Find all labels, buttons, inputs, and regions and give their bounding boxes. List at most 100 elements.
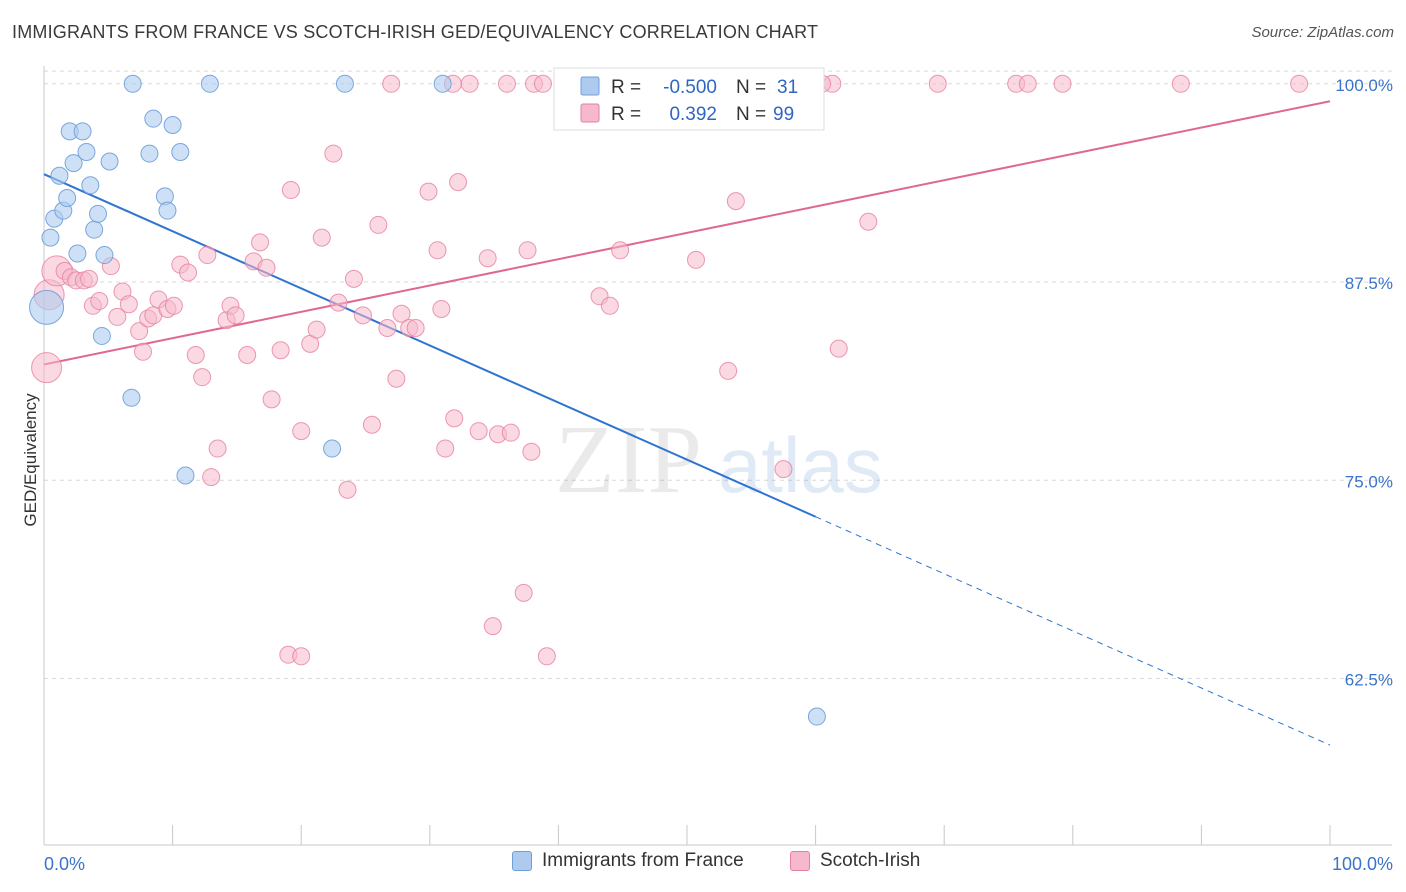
- stats-n-label-blue: N =: [736, 77, 766, 98]
- scotch-irish-point: [202, 468, 221, 487]
- immigrants-from-france-point: [81, 176, 100, 195]
- scotch-irish-point: [292, 422, 311, 441]
- immigrants-from-france-point: [335, 74, 354, 93]
- scotch-irish-point: [307, 320, 326, 339]
- trend-line-immigrants-from-france: [43, 173, 817, 518]
- scotch-irish-point: [460, 74, 479, 93]
- tick-labels: 62.5% 75.0% 87.5% 100.0% 0.0% 100.0%: [44, 76, 1393, 874]
- stats-legend: R = -0.500 N = 31 R = 0.392 N = 99: [553, 67, 825, 131]
- immigrants-from-france-point: [50, 166, 69, 185]
- scotch-irish-point: [353, 306, 372, 325]
- immigrants-from-france-point: [323, 439, 342, 458]
- watermark: ZIP atlas: [555, 406, 883, 514]
- x-tick-label: 0.0%: [44, 854, 85, 874]
- scotch-irish-point: [378, 319, 397, 338]
- bottom-legend: Immigrants from France Scotch-Irish: [0, 850, 1406, 880]
- immigrants-from-france-point: [140, 144, 159, 163]
- scotch-irish-point: [186, 345, 205, 364]
- immigrants-from-france-point: [68, 244, 87, 263]
- scotch-irish-point: [208, 439, 227, 458]
- scotch-irish-point: [497, 74, 516, 93]
- trend-lines: [43, 100, 1331, 746]
- immigrants-from-france-point: [89, 204, 108, 223]
- scotch-irish-point: [198, 246, 217, 265]
- scotch-irish-point: [134, 342, 153, 361]
- stats-n-label-pink: N =: [736, 104, 766, 125]
- scotch-irish-point: [514, 583, 533, 602]
- immigrants-from-france-point: [807, 707, 826, 726]
- scotch-irish-point: [31, 352, 63, 384]
- series-scotch-irish: [31, 74, 1309, 666]
- x-tick-label: 100.0%: [1332, 854, 1393, 874]
- immigrants-from-france-point: [144, 109, 163, 128]
- scotch-irish-point: [324, 144, 343, 163]
- scotch-irish-point: [483, 617, 502, 636]
- scotch-irish-point: [432, 299, 451, 318]
- stats-n-value-blue: 31: [777, 77, 798, 98]
- stats-r-value-blue: -0.500: [663, 77, 717, 98]
- scotch-irish-point: [90, 292, 109, 311]
- scotch-irish-point: [119, 295, 138, 314]
- scotch-irish-point: [449, 173, 468, 192]
- legend-swatch-pink: [790, 851, 810, 871]
- legend-swatch-blue: [512, 851, 532, 871]
- scotch-irish-point: [387, 369, 406, 388]
- stats-legend-blue-swatch: [580, 76, 600, 96]
- scotch-irish-point: [829, 339, 848, 358]
- series-immigrants-from-france: [29, 74, 826, 726]
- y-tick-label: 62.5%: [1345, 670, 1393, 689]
- scotch-irish-point: [281, 181, 300, 200]
- chart-title: IMMIGRANTS FROM FRANCE VS SCOTCH-IRISH G…: [12, 22, 819, 42]
- scotch-irish-point: [537, 647, 556, 666]
- immigrants-from-france-point: [29, 289, 65, 325]
- scotch-irish-point: [392, 304, 411, 323]
- scotch-irish-point: [292, 647, 311, 666]
- scotch-irish-point: [436, 439, 455, 458]
- scotch-irish-point: [179, 263, 198, 282]
- stats-r-label-pink: R =: [611, 104, 641, 125]
- immigrants-from-france-point: [123, 74, 142, 93]
- scotch-irish-point: [726, 192, 745, 211]
- scotch-irish-point: [859, 212, 878, 231]
- trend-line-scotch-irish: [43, 100, 1331, 366]
- scotch-irish-point: [533, 74, 552, 93]
- scotch-irish-point: [1171, 74, 1190, 93]
- legend-item-scotch-irish[interactable]: Scotch-Irish: [790, 850, 920, 872]
- stats-r-label-blue: R =: [611, 77, 641, 98]
- scotch-irish-point: [108, 307, 127, 326]
- scotch-irish-point: [338, 480, 357, 499]
- grid-lines: [44, 70, 1392, 679]
- immigrants-from-france-point: [176, 466, 195, 485]
- scotch-irish-point: [928, 74, 947, 93]
- immigrants-from-france-point: [171, 142, 190, 161]
- scotch-irish-point: [251, 233, 270, 252]
- scotch-irish-point: [344, 269, 363, 288]
- scotch-irish-point: [522, 442, 541, 461]
- stats-r-value-pink: 0.392: [669, 104, 717, 125]
- scotch-irish-point: [164, 296, 183, 315]
- immigrants-from-france-point: [58, 188, 77, 207]
- scotch-irish-point: [478, 249, 497, 268]
- immigrants-from-france-point: [95, 246, 114, 265]
- stats-n-value-pink: 99: [773, 104, 794, 125]
- scotch-irish-point: [1290, 74, 1309, 93]
- immigrants-from-france-point: [85, 220, 104, 239]
- immigrants-from-france-point: [41, 228, 60, 247]
- scotch-irish-point: [600, 296, 619, 315]
- legend-label-immigrants-from-france: Immigrants from France: [542, 850, 744, 871]
- scotch-irish-point: [329, 293, 348, 312]
- scotch-irish-point: [469, 422, 488, 441]
- scotch-irish-point: [226, 306, 245, 325]
- scotch-irish-point: [257, 258, 276, 277]
- y-tick-label: 100.0%: [1335, 76, 1393, 95]
- scotch-irish-point: [445, 409, 464, 428]
- trend-line-immigrants-from-france-extension: [815, 516, 1331, 746]
- immigrants-from-france-point: [200, 74, 219, 93]
- legend-item-immigrants-from-france[interactable]: Immigrants from France: [512, 850, 744, 872]
- source-credit: Source: ZipAtlas.com: [1251, 24, 1394, 41]
- scotch-irish-point: [687, 250, 706, 269]
- scotch-irish-point: [130, 322, 149, 341]
- y-tick-label: 87.5%: [1345, 274, 1393, 293]
- scotch-irish-point: [382, 74, 401, 93]
- scotch-irish-point: [611, 241, 630, 260]
